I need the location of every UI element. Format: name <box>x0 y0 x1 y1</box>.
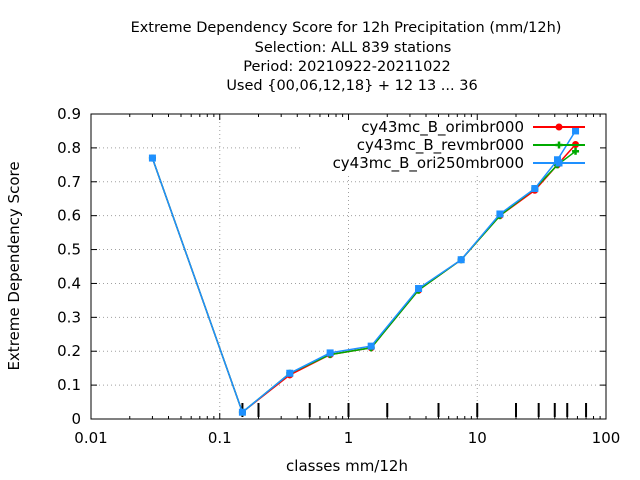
data-point <box>555 141 563 149</box>
y-tick-label: 0.7 <box>57 173 81 191</box>
data-point <box>238 408 246 416</box>
y-axis-label: Extreme Dependency Score <box>5 161 23 370</box>
series-layer <box>148 127 580 416</box>
data-point <box>367 342 375 350</box>
x-tick-label: 100 <box>592 429 621 447</box>
data-point <box>148 154 156 162</box>
data-point <box>286 369 294 377</box>
y-tick-label: 0 <box>71 410 81 428</box>
x-tick-label: 10 <box>468 429 487 447</box>
x-axis-label: classes mm/12h <box>286 457 408 475</box>
data-point <box>572 147 580 155</box>
data-point <box>531 185 539 193</box>
legend-entry-1: cy43mc_B_orimbr000 <box>361 118 585 137</box>
series-1 <box>148 141 580 416</box>
legend-label: cy43mc_B_revmbr000 <box>357 136 524 155</box>
data-point <box>555 159 563 167</box>
data-point <box>415 285 423 293</box>
y-tick-label: 0.3 <box>57 308 81 326</box>
series-3 <box>148 127 580 416</box>
data-point <box>326 349 334 357</box>
axis-ticks: 0 0.1 0.2 0.3 0.4 0.5 0.6 0.7 0.8 0.9 0.01 0.1 1 10 10… <box>57 105 620 447</box>
y-tick-label: 0.8 <box>57 139 81 157</box>
series-line <box>151 144 577 414</box>
x-tick-label: 0.01 <box>74 429 107 447</box>
y-tick-label: 0.4 <box>57 274 81 292</box>
legend-entry-2: cy43mc_B_revmbr000 <box>357 136 585 155</box>
y-tick-label: 0.1 <box>57 376 81 394</box>
title-line-1: Extreme Dependency Score for 12h Precipi… <box>131 20 562 36</box>
title-line-2: Selection: ALL 839 stations <box>255 40 452 56</box>
y-tick-label: 0.2 <box>57 342 81 360</box>
grid-lines <box>91 114 606 419</box>
y-tick-label: 0.5 <box>57 241 81 259</box>
series-line <box>151 130 577 414</box>
legend: cy43mc_B_orimbr000cy43mc_B_revmbr000cy43… <box>333 118 585 173</box>
series-line <box>151 150 576 414</box>
data-point <box>457 256 465 264</box>
series-2 <box>148 147 580 416</box>
x-tick-label: 0.1 <box>208 429 232 447</box>
legend-label: cy43mc_B_orimbr000 <box>361 118 524 137</box>
y-tick-label: 0.9 <box>57 105 81 123</box>
data-point <box>572 127 580 135</box>
legend-entry-3: cy43mc_B_ori250mbr000 <box>333 154 585 173</box>
title-line-3: Period: 20210922-20211022 <box>243 59 451 75</box>
x-tick-label: 1 <box>344 429 354 447</box>
class-markers <box>241 403 588 417</box>
data-point <box>555 123 563 131</box>
legend-label: cy43mc_B_ori250mbr000 <box>333 154 524 173</box>
title-line-4: Used {00,06,12,18} + 12 13 ... 36 <box>226 78 477 94</box>
y-tick-label: 0.6 <box>57 207 81 225</box>
chart-title: Extreme Dependency Score for 12h Precipi… <box>131 20 562 94</box>
data-point <box>496 210 504 218</box>
